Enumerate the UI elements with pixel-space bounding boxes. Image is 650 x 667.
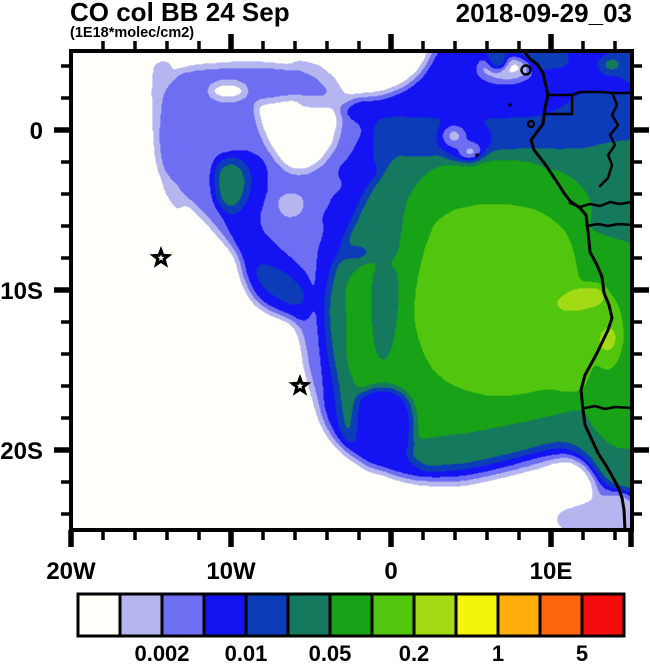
svg-text:0: 0 [30, 118, 43, 145]
svg-text:0: 0 [384, 558, 397, 585]
svg-text:(1E18*molec/cm2): (1E18*molec/cm2) [70, 25, 194, 41]
svg-text:0.01: 0.01 [225, 641, 268, 666]
svg-text:1: 1 [492, 641, 504, 666]
svg-text:0.05: 0.05 [309, 641, 352, 666]
svg-text:10S: 10S [0, 278, 43, 305]
svg-text:10E: 10E [530, 558, 573, 585]
svg-text:10W: 10W [206, 558, 256, 585]
svg-text:0.2: 0.2 [399, 641, 430, 666]
svg-text:CO col BB 24 Sep: CO col BB 24 Sep [70, 0, 290, 27]
svg-text:5: 5 [576, 641, 588, 666]
svg-text:20W: 20W [46, 558, 96, 585]
svg-text:0.002: 0.002 [134, 641, 189, 666]
svg-text:20S: 20S [0, 438, 43, 465]
svg-text:2018-09-29_03: 2018-09-29_03 [456, 0, 632, 28]
